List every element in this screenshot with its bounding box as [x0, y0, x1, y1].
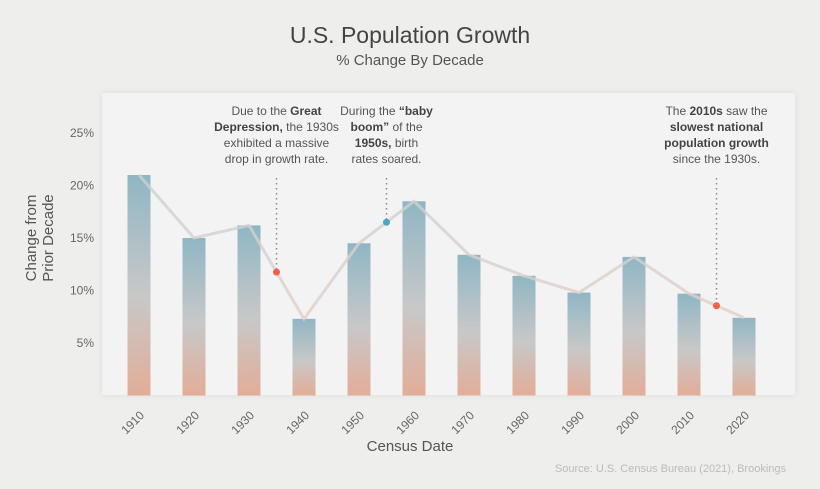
annotation-text: Due to the Great Depression, the 1930s exh…	[214, 104, 339, 166]
x-tick-label: 2010	[668, 408, 697, 437]
chart-subtitle: % Change By Decade	[336, 52, 484, 69]
x-tick-label: 1980	[503, 408, 532, 437]
bar-1990	[567, 292, 591, 396]
x-tick-label: 1910	[118, 408, 147, 437]
y-axis-label: Prior Decade	[40, 194, 57, 282]
bar-2020	[732, 317, 756, 396]
chart-title: U.S. Population Growth	[289, 22, 531, 48]
x-tick-label: 1940	[283, 408, 312, 437]
x-tick-label: 2000	[613, 408, 642, 437]
bar-1960	[402, 201, 426, 396]
bar-1940	[292, 318, 316, 396]
annotation-dot	[273, 268, 280, 276]
annotation-text: During the “baby boom” of the 1950s, birth…	[340, 104, 433, 166]
annotation-text: The 2010s saw the slowest national populat…	[664, 104, 769, 166]
bar-1980	[512, 275, 536, 396]
y-axis-label: Change from	[23, 195, 40, 282]
bar-1920	[182, 238, 206, 396]
annotation-dot	[383, 218, 390, 226]
bar-1910	[127, 175, 151, 396]
bar-1930	[237, 225, 261, 396]
x-tick-label: 1920	[173, 408, 202, 437]
bar-1950	[347, 243, 371, 396]
annotation-dot	[713, 302, 720, 310]
trend-line	[137, 174, 745, 322]
bar-1970	[457, 254, 481, 396]
x-tick-label: 1990	[558, 408, 587, 437]
y-tick-label: 15%	[70, 231, 94, 245]
bar-2010	[677, 293, 701, 396]
y-tick-label: 20%	[70, 179, 94, 193]
x-tick-label: 2020	[723, 408, 752, 437]
y-tick-label: 10%	[70, 284, 94, 298]
source-note: Source: U.S. Census Bureau (2021), Brook…	[554, 463, 786, 475]
y-tick-label: 25%	[70, 126, 94, 140]
bar-2000	[622, 256, 646, 396]
x-axis-label: Census Date	[367, 438, 454, 455]
x-tick-label: 1970	[448, 408, 477, 437]
x-tick-label: 1960	[393, 408, 422, 437]
y-tick-label: 5%	[77, 336, 95, 350]
x-tick-label: 1930	[228, 408, 257, 437]
x-tick-label: 1950	[338, 408, 367, 437]
